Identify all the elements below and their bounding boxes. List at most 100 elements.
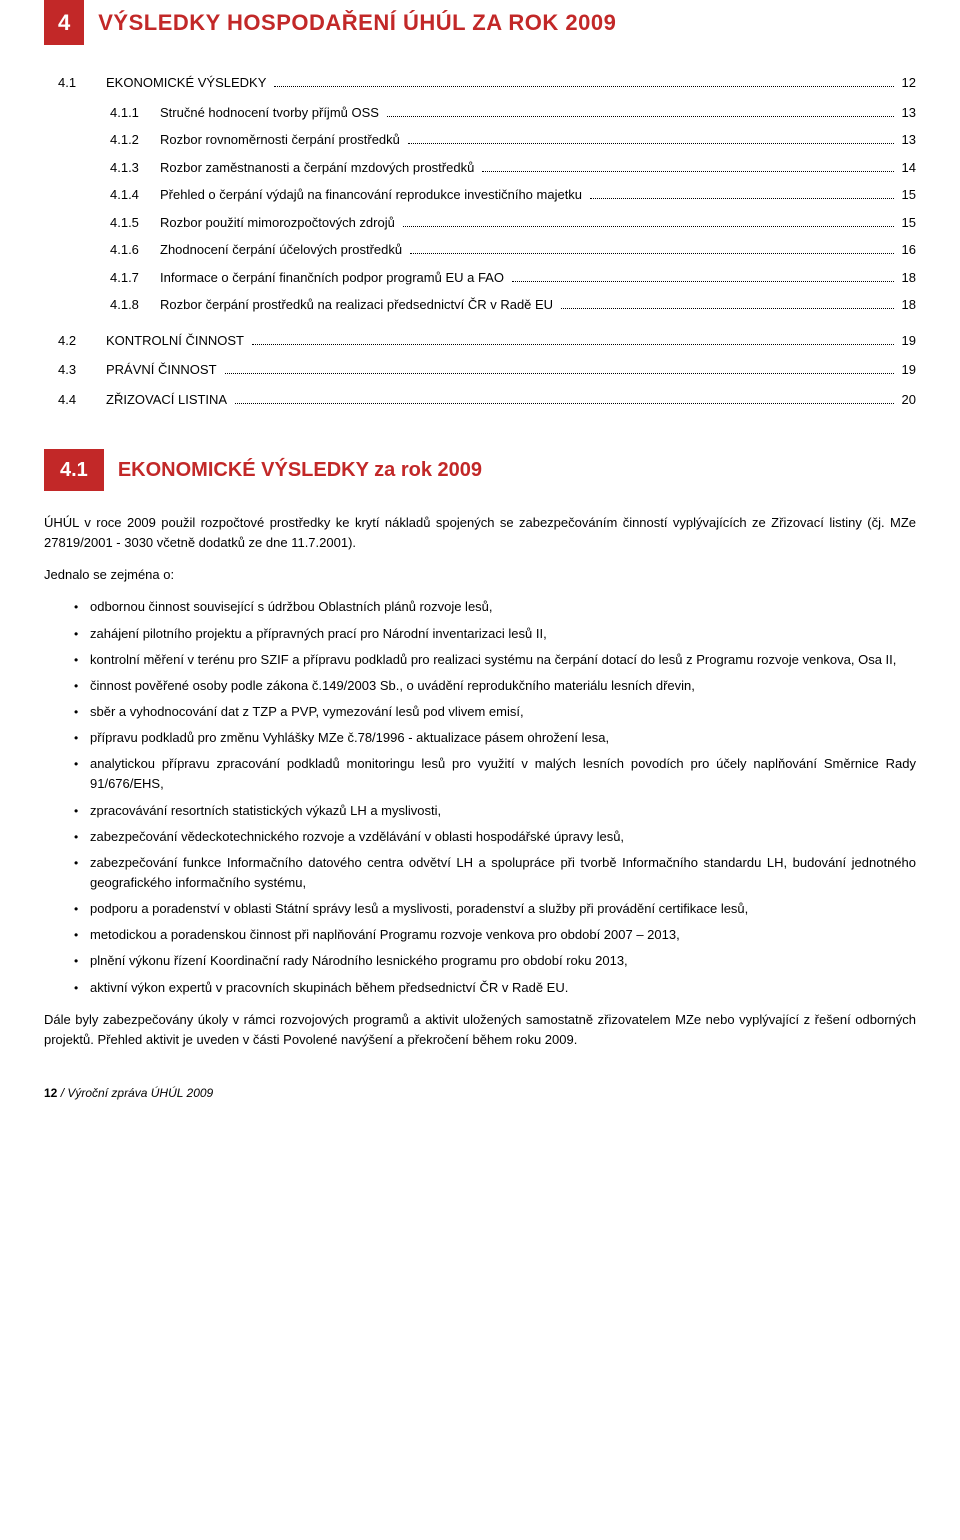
bullet-item: •zabezpečování vědeckotechnického rozvoj… — [74, 827, 916, 847]
section-header: 4.1 EKONOMICKÉ VÝSLEDKY za rok 2009 — [44, 449, 916, 491]
toc-label: Rozbor rovnoměrnosti čerpání prostředků — [160, 130, 404, 150]
toc-leader-dots — [512, 281, 894, 282]
toc-leader-dots — [482, 171, 893, 172]
bullet-text: přípravu podkladů pro změnu Vyhlášky MZe… — [90, 728, 916, 748]
toc-label: Přehled o čerpání výdajů na financování … — [160, 185, 586, 205]
toc-number: 4.1.6 — [110, 240, 160, 260]
toc-page-number: 15 — [898, 185, 916, 205]
toc-leader-dots — [235, 403, 893, 404]
toc-entry: 4.1.1Stručné hodnocení tvorby příjmů OSS… — [110, 103, 916, 123]
toc-page-number: 18 — [898, 268, 916, 288]
toc-label: Stručné hodnocení tvorby příjmů OSS — [160, 103, 383, 123]
toc-number: 4.1.7 — [110, 268, 160, 288]
toc-label: Rozbor zaměstnanosti a čerpání mzdových … — [160, 158, 478, 178]
toc-leader-dots — [403, 226, 894, 227]
bullet-item: •kontrolní měření v terénu pro SZIF a př… — [74, 650, 916, 670]
bullet-item: •metodickou a poradenskou činnost při na… — [74, 925, 916, 945]
toc-label: ZŘIZOVACÍ LISTINA — [106, 390, 231, 410]
bullet-item: •podporu a poradenství v oblasti Státní … — [74, 899, 916, 919]
bullet-marker-icon: • — [74, 676, 90, 696]
bullet-marker-icon: • — [74, 702, 90, 722]
bullet-item: •činnost pověřené osoby podle zákona č.1… — [74, 676, 916, 696]
footer-separator: / — [57, 1086, 67, 1100]
bullet-marker-icon: • — [74, 754, 90, 774]
toc-label: Informace o čerpání finančních podpor pr… — [160, 268, 508, 288]
toc-leader-dots — [408, 143, 894, 144]
bullet-text: zabezpečování funkce Informačního datové… — [90, 853, 916, 893]
toc-number: 4.1 — [58, 73, 106, 93]
bullet-text: analytickou přípravu zpracování podkladů… — [90, 754, 916, 794]
toc-entry: 4.1.7Informace o čerpání finančních podp… — [110, 268, 916, 288]
toc-label: Zhodnocení čerpání účelových prostředků — [160, 240, 406, 260]
toc-leader-dots — [561, 308, 893, 309]
toc-number: 4.1.4 — [110, 185, 160, 205]
bullet-text: zpracovávání resortních statistických vý… — [90, 801, 916, 821]
toc-page-number: 12 — [898, 73, 916, 93]
toc-page-number: 16 — [898, 240, 916, 260]
bullet-marker-icon: • — [74, 624, 90, 644]
toc-entry: 4.1.8Rozbor čerpání prostředků na realiz… — [110, 295, 916, 315]
footer-doc-title: Výroční zpráva ÚHÚL 2009 — [67, 1086, 213, 1100]
toc-number: 4.1.2 — [110, 130, 160, 150]
bullet-item: •odbornou činnost související s údržbou … — [74, 597, 916, 617]
toc-number: 4.2 — [58, 331, 106, 351]
toc-label: EKONOMICKÉ VÝSLEDKY — [106, 73, 270, 93]
toc-label: PRÁVNÍ ČINNOST — [106, 360, 221, 380]
toc-leader-dots — [225, 373, 894, 374]
toc-page-number: 19 — [898, 331, 916, 351]
toc-leader-dots — [274, 86, 893, 87]
toc-label: KONTROLNÍ ČINNOST — [106, 331, 248, 351]
toc-number: 4.4 — [58, 390, 106, 410]
bullet-item: •analytickou přípravu zpracování podklad… — [74, 754, 916, 794]
bullet-item: •zpracovávání resortních statistických v… — [74, 801, 916, 821]
bullet-text: kontrolní měření v terénu pro SZIF a pří… — [90, 650, 916, 670]
bullet-item: •sběr a vyhodnocování dat z TZP a PVP, v… — [74, 702, 916, 722]
bullet-text: podporu a poradenství v oblasti Státní s… — [90, 899, 916, 919]
bullet-text: činnost pověřené osoby podle zákona č.14… — [90, 676, 916, 696]
bullet-marker-icon: • — [74, 801, 90, 821]
toc-entry: 4.1.6Zhodnocení čerpání účelových prostř… — [110, 240, 916, 260]
toc-leader-dots — [590, 198, 894, 199]
toc-page-number: 13 — [898, 103, 916, 123]
toc-page-number: 15 — [898, 213, 916, 233]
toc-page-number: 13 — [898, 130, 916, 150]
bullet-text: zabezpečování vědeckotechnického rozvoje… — [90, 827, 916, 847]
closing-paragraph: Dále byly zabezpečovány úkoly v rámci ro… — [44, 1010, 916, 1050]
page-root: 4 VÝSLEDKY HOSPODAŘENÍ ÚHÚL ZA ROK 2009 … — [0, 0, 960, 1132]
bullet-text: sběr a vyhodnocování dat z TZP a PVP, vy… — [90, 702, 916, 722]
toc-entry: 4.1.4Přehled o čerpání výdajů na financo… — [110, 185, 916, 205]
bullet-marker-icon: • — [74, 951, 90, 971]
toc-label: Rozbor čerpání prostředků na realizaci p… — [160, 295, 557, 315]
toc-number: 4.1.1 — [110, 103, 160, 123]
toc-entry: 4.1.2Rozbor rovnoměrnosti čerpání prostř… — [110, 130, 916, 150]
section-title: EKONOMICKÉ VÝSLEDKY za rok 2009 — [104, 449, 496, 491]
chapter-title: VÝSLEDKY HOSPODAŘENÍ ÚHÚL ZA ROK 2009 — [84, 0, 630, 45]
intro-paragraph-1: ÚHÚL v roce 2009 použil rozpočtové prost… — [44, 513, 916, 553]
bullet-marker-icon: • — [74, 925, 90, 945]
bullet-text: plnění výkonu řízení Koordinační rady Ná… — [90, 951, 916, 971]
toc-page-number: 18 — [898, 295, 916, 315]
intro-paragraph-2: Jednalo se zejména o: — [44, 565, 916, 585]
toc-leader-dots — [410, 253, 893, 254]
toc-entry: 4.2KONTROLNÍ ČINNOST 19 — [58, 331, 916, 351]
toc-entry: 4.1.5Rozbor použití mimorozpočtových zdr… — [110, 213, 916, 233]
chapter-header: 4 VÝSLEDKY HOSPODAŘENÍ ÚHÚL ZA ROK 2009 — [44, 0, 916, 45]
bullet-text: zahájení pilotního projektu a přípravnýc… — [90, 624, 916, 644]
chapter-number-tab: 4 — [44, 0, 84, 45]
toc-number: 4.1.5 — [110, 213, 160, 233]
bullet-text: odbornou činnost související s údržbou O… — [90, 597, 916, 617]
footer-page-number: 12 — [44, 1086, 57, 1100]
toc-leader-dots — [387, 116, 894, 117]
section-number-tab: 4.1 — [44, 449, 104, 491]
toc-page-number: 19 — [898, 360, 916, 380]
toc-page-number: 14 — [898, 158, 916, 178]
table-of-contents: 4.1EKONOMICKÉ VÝSLEDKY 12 4.1.1Stručné hod… — [58, 73, 916, 409]
bullet-marker-icon: • — [74, 728, 90, 748]
bullet-text: aktivní výkon expertů v pracovních skupi… — [90, 978, 916, 998]
bullet-marker-icon: • — [74, 650, 90, 670]
bullet-marker-icon: • — [74, 978, 90, 998]
page-footer: 12 / Výroční zpráva ÚHÚL 2009 — [44, 1084, 916, 1102]
toc-label: Rozbor použití mimorozpočtových zdrojů — [160, 213, 399, 233]
toc-number: 4.1.3 — [110, 158, 160, 178]
bullet-item: •přípravu podkladů pro změnu Vyhlášky MZ… — [74, 728, 916, 748]
